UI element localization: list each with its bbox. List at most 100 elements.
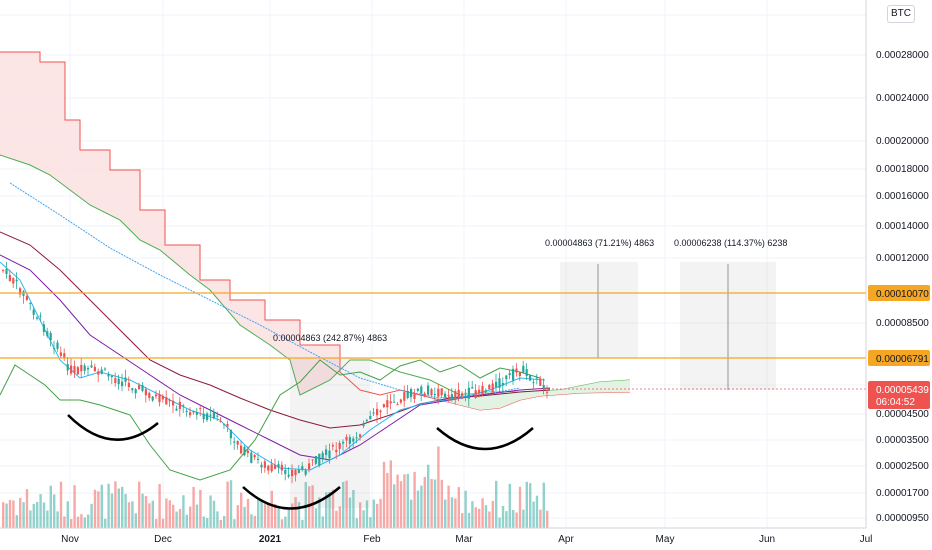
candle-body <box>189 412 192 416</box>
head-shoulders-arcs <box>67 414 534 510</box>
volume-bar <box>457 487 460 528</box>
horizontal-levels[interactable] <box>0 292 866 390</box>
candle-body <box>474 390 477 399</box>
volume-bar <box>134 513 137 528</box>
volume-bar <box>406 473 409 528</box>
currency-badge[interactable]: BTC <box>887 5 915 23</box>
volume-bar <box>484 505 488 528</box>
time-tick-label: Dec <box>154 534 172 545</box>
candle-body <box>420 386 423 394</box>
time-tick-label: Apr <box>558 534 574 545</box>
candle-body <box>172 400 175 406</box>
candle-body <box>362 423 365 427</box>
candle-body <box>199 408 202 410</box>
candle-body <box>518 372 521 376</box>
candle-body <box>396 404 399 406</box>
candle-body <box>148 392 151 399</box>
candle-body <box>97 371 100 375</box>
candle-body <box>127 382 130 388</box>
volume-bar <box>8 500 12 528</box>
volume-bar <box>495 480 498 528</box>
volume-bar <box>328 491 331 528</box>
candle-body <box>229 429 232 439</box>
candle-body <box>478 389 481 394</box>
candle-body <box>348 437 351 444</box>
volume-bar <box>535 495 539 528</box>
candle-body <box>76 367 79 375</box>
candle-body <box>110 375 113 378</box>
candle-body <box>413 393 416 399</box>
candle-body <box>260 464 263 468</box>
price-axis[interactable]: 0.00028000 0.00024000 0.00020000 0.00018000… <box>865 0 929 528</box>
candle-body <box>379 410 382 413</box>
measurement-label: 0.00004863 (242.87%) 4863 <box>273 333 387 343</box>
candle-body <box>359 434 362 437</box>
candle-body <box>467 387 470 399</box>
volume-bar <box>505 511 508 528</box>
volume-bar <box>182 495 185 528</box>
candle-body <box>522 365 525 373</box>
candle-body <box>484 390 487 392</box>
candle-body <box>46 331 49 336</box>
volume-bar <box>270 490 273 528</box>
left-shoulder-arc <box>67 414 159 441</box>
volume-bar <box>376 503 379 528</box>
candle-body <box>406 390 409 398</box>
volume-bar <box>512 510 515 528</box>
price-tick-label: 0.00014000 <box>876 221 929 232</box>
candle-body <box>437 388 440 397</box>
candle-body <box>488 384 491 390</box>
volume-bar <box>413 471 416 528</box>
volume-bar <box>396 474 399 528</box>
volume-bar <box>379 498 382 528</box>
volume-bar <box>474 507 477 528</box>
volume-bar <box>144 496 148 528</box>
volume-bar <box>546 510 549 528</box>
volume-bar <box>515 512 518 528</box>
candle-body <box>104 368 107 370</box>
volume-bar <box>185 514 188 528</box>
price-tick-label: 0.00002500 <box>876 461 929 472</box>
time-axis[interactable]: Nov Dec 2021 Feb Mar Apr May Jun Jul <box>0 527 872 545</box>
candle-body <box>212 412 215 419</box>
volume-bar <box>335 510 338 528</box>
price-tick-label: 0.00024000 <box>876 93 929 104</box>
volume-bar <box>260 501 263 528</box>
volume-bar <box>12 500 15 528</box>
candle-body <box>263 461 266 468</box>
time-tick-label: May <box>656 534 675 545</box>
candle-body <box>66 364 69 371</box>
volume-bar <box>195 504 199 528</box>
candle-body <box>464 392 467 394</box>
candle-body <box>280 464 283 471</box>
candle-body <box>12 278 15 284</box>
candle-body <box>182 405 185 407</box>
volume-bar <box>216 511 219 528</box>
candle-body <box>253 455 256 458</box>
candle-body <box>192 411 195 413</box>
volume-bar <box>110 493 114 528</box>
volume-bar <box>97 491 100 528</box>
volume-bar <box>250 514 253 528</box>
volume-bar <box>447 485 450 528</box>
level-badge <box>868 350 930 366</box>
candle-body <box>416 388 419 391</box>
candle-body <box>141 385 144 391</box>
volume-bar <box>508 483 511 528</box>
volume-bar <box>352 489 355 528</box>
candle-body <box>447 395 450 397</box>
volume-bar <box>39 494 42 528</box>
price-tick-label: 0.00004500 <box>876 409 929 420</box>
volume-bar <box>46 510 49 528</box>
candle-body <box>301 466 304 470</box>
measurement-label: 0.00006238 (114.37%) 6238 <box>674 238 787 248</box>
candle-body <box>457 389 460 399</box>
volume-bar <box>454 498 457 528</box>
price-tick-label: 0.00001700 <box>876 488 929 499</box>
candle-body <box>93 366 96 372</box>
volume-bar <box>229 480 233 528</box>
volume-bar <box>348 497 352 528</box>
volume-bar <box>263 502 267 528</box>
volume-bar <box>308 486 311 528</box>
